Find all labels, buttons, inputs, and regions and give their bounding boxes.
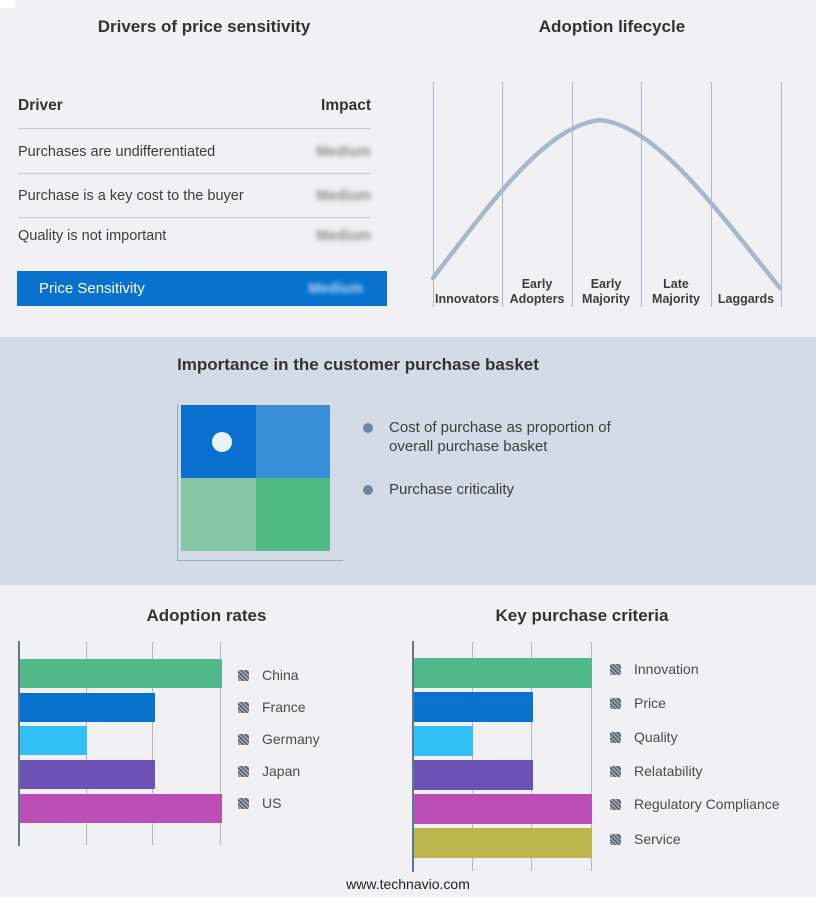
stage-label-late-majority: Late Majority <box>652 277 700 306</box>
legend-swatch-icon <box>610 833 621 845</box>
impact-column-header: Impact <box>321 97 371 114</box>
table-divider <box>18 173 371 174</box>
stage-separator <box>781 82 782 307</box>
legend-item-service: Service <box>610 831 681 847</box>
stage-separator <box>572 82 573 307</box>
position-marker-dot <box>212 432 232 452</box>
price-sensitivity-impact-blurred: Medium <box>308 280 363 297</box>
bar-service <box>414 828 592 858</box>
stage-label-innovators: Innovators <box>435 292 499 306</box>
key-criteria-axis <box>412 641 414 872</box>
price-sensitivity-row: Price Sensitivity Medium <box>17 271 387 306</box>
lifecycle-panel-title: Adoption lifecycle <box>538 17 686 36</box>
bar-quality <box>414 726 474 756</box>
bar-relatability <box>414 760 533 790</box>
adoption-curve-chart <box>430 117 783 291</box>
price-sensitivity-label: Price Sensitivity <box>39 280 145 297</box>
basket-panel-title: Importance in the customer purchase bask… <box>177 355 539 374</box>
legend-swatch-icon <box>238 669 249 681</box>
legend-item-china: China <box>238 667 299 683</box>
stage-separator <box>502 82 503 307</box>
stage-separator <box>711 82 712 307</box>
gridline <box>531 642 532 871</box>
key-purchase-criteria-title: Key purchase criteria <box>495 606 669 625</box>
stage-label-early-adopters: Early Adopters <box>509 277 565 306</box>
bar-japan <box>20 760 155 789</box>
impact-cell-blurred: Medium <box>316 228 371 244</box>
gridline <box>472 642 473 871</box>
bullet-icon <box>363 485 373 495</box>
gridline <box>152 642 153 845</box>
drivers-panel-title: Drivers of price sensitivity <box>97 17 311 36</box>
bullet-item: Purchase criticality <box>363 480 643 499</box>
driver-column-header: Driver <box>18 97 63 114</box>
legend-swatch-icon <box>238 797 249 809</box>
driver-cell: Purchases are undifferentiated <box>18 144 216 160</box>
quadrant-bottom-right <box>255 478 330 551</box>
gridline <box>220 642 221 845</box>
corner-mark <box>0 0 15 8</box>
legend-item-price: Price <box>610 695 666 711</box>
legend-item-germany: Germany <box>238 731 320 747</box>
bar-innovation <box>414 658 592 688</box>
adoption-rates-title: Adoption rates <box>146 606 267 625</box>
bullet-item: Cost of purchase as proportion of overal… <box>363 418 643 456</box>
bar-regulatory-compliance <box>414 794 592 824</box>
legend-swatch-icon <box>610 697 621 709</box>
stage-label-early-majority: Early Majority <box>582 277 630 306</box>
gridline <box>591 642 592 871</box>
legend-swatch-icon <box>610 765 621 777</box>
stage-separator <box>433 82 434 307</box>
legend-item-quality: Quality <box>610 729 678 745</box>
driver-cell: Quality is not important <box>18 228 167 244</box>
legend-swatch-icon <box>610 798 621 810</box>
quadrant-top-right <box>255 405 330 478</box>
adoption-rates-axis <box>18 641 20 846</box>
legend-swatch-icon <box>238 765 249 777</box>
legend-item-japan: Japan <box>238 763 300 779</box>
legend-swatch-icon <box>610 663 621 675</box>
quadrant-bottom-left <box>181 478 256 551</box>
stage-separator <box>641 82 642 307</box>
bar-us <box>20 794 222 823</box>
legend-item-regulatory-compliance: Regulatory Compliance <box>610 796 780 812</box>
legend-item-france: France <box>238 699 306 715</box>
legend-item-innovation: Innovation <box>610 661 699 677</box>
table-divider <box>18 128 371 129</box>
table-divider <box>18 217 371 218</box>
bottom-trim <box>0 897 816 902</box>
legend-item-relatability: Relatability <box>610 763 702 779</box>
quadrant-x-axis <box>177 560 343 561</box>
website-url: www.technavio.com <box>346 876 470 892</box>
impact-cell-blurred: Medium <box>316 144 371 160</box>
impact-cell-blurred: Medium <box>316 188 371 204</box>
bar-china <box>20 659 222 688</box>
quadrant-y-axis <box>177 404 178 561</box>
legend-swatch-icon <box>238 701 249 713</box>
bullet-icon <box>363 423 373 433</box>
driver-cell: Purchase is a key cost to the buyer <box>18 188 244 204</box>
bar-germany <box>20 726 88 755</box>
bar-france <box>20 693 155 722</box>
bell-curve <box>430 117 783 291</box>
legend-swatch-icon <box>238 733 249 745</box>
legend-item-us: US <box>238 795 281 811</box>
purchase-basket-band: Importance in the customer purchase bask… <box>0 337 816 585</box>
stage-label-laggards: Laggards <box>717 292 775 306</box>
bar-price <box>414 692 533 722</box>
legend-swatch-icon <box>610 731 621 743</box>
purchase-basket-quadrant <box>181 405 330 551</box>
